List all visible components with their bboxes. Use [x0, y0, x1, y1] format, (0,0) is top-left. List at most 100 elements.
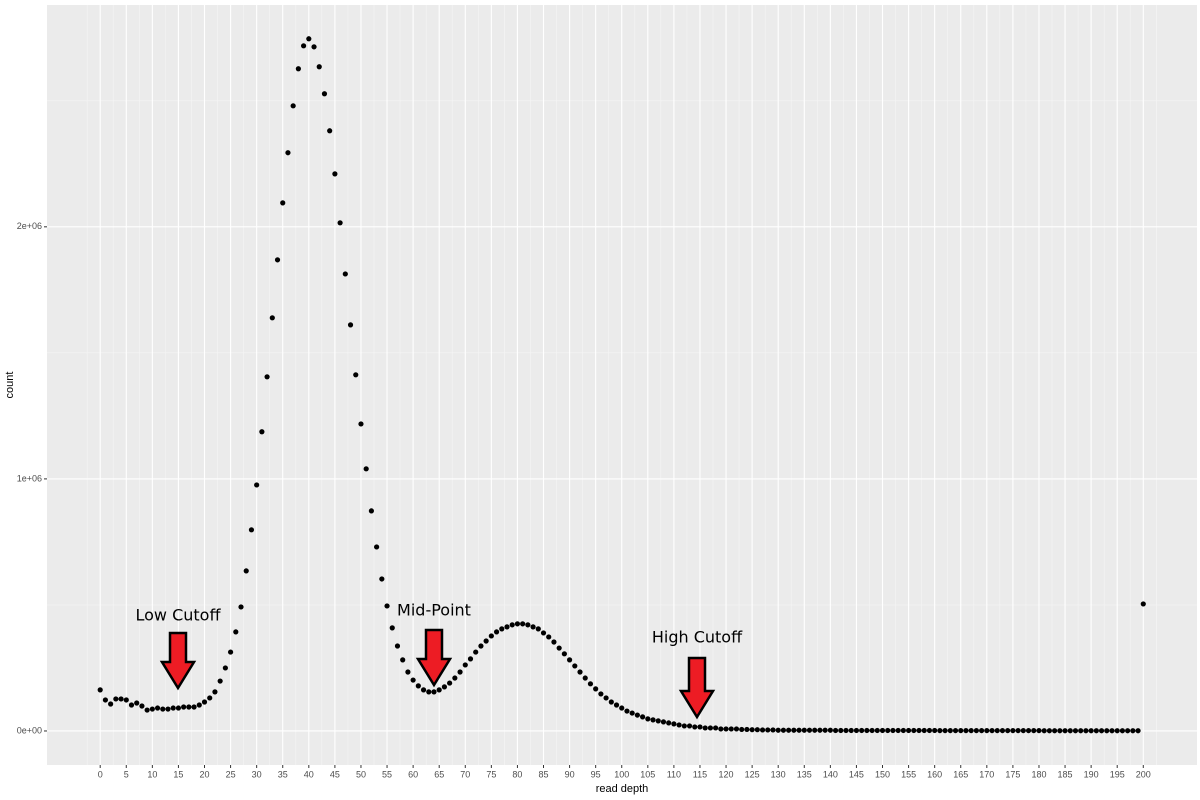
point	[102, 697, 109, 703]
point	[655, 718, 661, 724]
point	[848, 727, 854, 734]
point	[368, 508, 374, 514]
point	[337, 220, 343, 226]
point	[149, 706, 155, 712]
x-tick-label: 120	[719, 769, 734, 779]
point	[968, 727, 974, 734]
point	[838, 727, 844, 734]
y-tick-label: 1e+06	[17, 473, 42, 483]
point	[285, 150, 291, 156]
point	[426, 689, 432, 695]
point	[593, 686, 599, 692]
point	[911, 727, 917, 734]
point	[462, 662, 468, 668]
point	[332, 171, 338, 177]
point	[1072, 728, 1079, 734]
point	[154, 705, 161, 711]
y-tick-label: 0e+00	[17, 725, 42, 735]
x-tick-label: 145	[849, 769, 864, 779]
x-tick-label: 160	[927, 769, 942, 779]
point	[671, 721, 677, 727]
annotation: High Cutoff	[652, 628, 743, 647]
point	[97, 687, 103, 693]
x-tick-label: 75	[486, 769, 496, 779]
point	[749, 727, 755, 733]
point	[707, 725, 714, 731]
x-tick-label: 15	[173, 769, 183, 779]
point	[1031, 727, 1037, 734]
point	[431, 689, 437, 695]
point	[1119, 728, 1126, 734]
point	[1104, 728, 1110, 734]
point	[697, 724, 703, 730]
point	[1062, 728, 1068, 734]
point	[478, 643, 484, 649]
point	[613, 702, 620, 708]
point	[415, 683, 421, 689]
point	[979, 727, 985, 734]
x-tick-label: 100	[614, 769, 629, 779]
point	[556, 645, 562, 651]
x-tick-label: 60	[408, 769, 418, 779]
point	[499, 626, 505, 632]
point	[1125, 728, 1131, 734]
point	[989, 727, 995, 734]
point	[175, 705, 182, 711]
point	[300, 43, 307, 49]
point	[509, 622, 515, 628]
point	[1088, 728, 1094, 734]
x-tick-label: 200	[1136, 769, 1151, 779]
point	[269, 315, 275, 321]
point	[1098, 728, 1105, 734]
point	[994, 727, 1000, 734]
point	[201, 699, 208, 705]
point	[702, 725, 708, 731]
point	[713, 725, 719, 731]
point	[353, 372, 359, 378]
point	[645, 716, 651, 722]
point	[546, 634, 552, 640]
point	[535, 626, 541, 632]
point	[676, 722, 682, 728]
point	[796, 727, 802, 733]
point	[999, 727, 1006, 734]
point	[113, 696, 119, 702]
point	[514, 621, 521, 627]
point	[254, 482, 260, 488]
point	[264, 374, 270, 380]
point	[952, 727, 959, 734]
point	[984, 727, 990, 734]
point	[290, 103, 296, 109]
x-tick-label: 0	[98, 769, 103, 779]
point	[551, 639, 557, 645]
point	[1140, 601, 1146, 607]
point	[134, 700, 140, 706]
x-tick-label: 165	[953, 769, 968, 779]
x-tick-label: 125	[745, 769, 760, 779]
point	[1057, 728, 1063, 734]
point	[1052, 728, 1058, 734]
x-tick-label: 20	[199, 769, 209, 779]
annotation-arrow	[678, 656, 716, 720]
point	[405, 669, 411, 675]
point	[327, 128, 333, 134]
point	[248, 527, 255, 533]
point	[222, 665, 228, 671]
point	[306, 36, 312, 42]
point	[733, 726, 740, 732]
point	[1020, 727, 1026, 734]
x-tick-label: 130	[771, 769, 786, 779]
point	[780, 727, 787, 733]
point	[1083, 728, 1089, 734]
x-tick-label: 180	[1031, 769, 1046, 779]
point	[634, 712, 640, 718]
x-tick-label: 85	[539, 769, 549, 779]
point	[900, 727, 906, 734]
point	[520, 621, 526, 627]
point	[692, 724, 698, 730]
point	[895, 727, 901, 734]
x-tick-label: 140	[823, 769, 838, 779]
point	[400, 657, 406, 663]
point	[582, 675, 588, 681]
point	[207, 695, 213, 701]
